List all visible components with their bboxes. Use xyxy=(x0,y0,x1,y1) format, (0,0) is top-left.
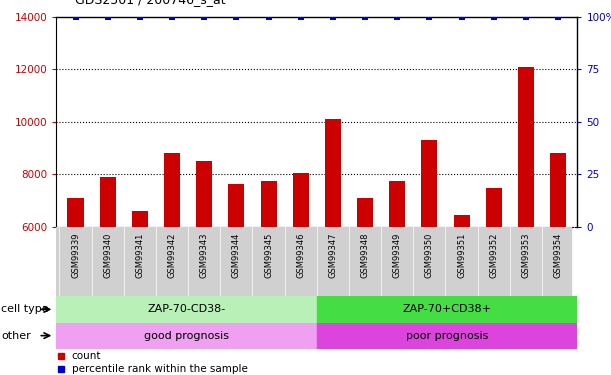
Text: GSM99345: GSM99345 xyxy=(264,232,273,278)
Text: GSM99350: GSM99350 xyxy=(425,232,434,278)
Bar xyxy=(325,119,341,227)
Bar xyxy=(67,198,84,227)
Text: GSM99340: GSM99340 xyxy=(103,232,112,278)
Text: cell type: cell type xyxy=(1,304,49,314)
Text: GSM99344: GSM99344 xyxy=(232,232,241,278)
Bar xyxy=(316,296,577,322)
Text: GSM99352: GSM99352 xyxy=(489,232,498,278)
Text: good prognosis: good prognosis xyxy=(144,331,229,340)
Text: GSM99351: GSM99351 xyxy=(457,232,466,278)
Text: GSM99353: GSM99353 xyxy=(521,232,530,278)
Text: GSM99347: GSM99347 xyxy=(328,232,337,278)
Text: ZAP-70-CD38-: ZAP-70-CD38- xyxy=(147,304,225,314)
Text: GSM99348: GSM99348 xyxy=(360,232,370,278)
Text: GSM99342: GSM99342 xyxy=(167,232,177,278)
Text: GSM99341: GSM99341 xyxy=(136,232,144,278)
Text: percentile rank within the sample: percentile rank within the sample xyxy=(72,364,247,374)
Bar xyxy=(357,198,373,227)
Bar xyxy=(56,322,316,349)
Bar xyxy=(196,161,212,227)
Bar xyxy=(486,188,502,227)
Bar xyxy=(229,184,244,227)
Text: poor prognosis: poor prognosis xyxy=(406,331,488,340)
Text: GSM99354: GSM99354 xyxy=(554,232,563,278)
Text: GDS2501 / 200746_s_at: GDS2501 / 200746_s_at xyxy=(75,0,225,6)
Bar xyxy=(518,67,534,227)
Text: ZAP-70+CD38+: ZAP-70+CD38+ xyxy=(403,304,492,314)
Bar xyxy=(316,322,577,349)
Bar xyxy=(293,173,309,227)
Text: count: count xyxy=(72,351,101,361)
Bar xyxy=(550,153,566,227)
Bar xyxy=(260,181,277,227)
Text: GSM99343: GSM99343 xyxy=(200,232,209,278)
Text: GSM99339: GSM99339 xyxy=(71,232,80,278)
Bar xyxy=(56,296,316,322)
Text: GSM99346: GSM99346 xyxy=(296,232,306,278)
Text: GSM99349: GSM99349 xyxy=(393,232,402,278)
Bar xyxy=(132,211,148,227)
Bar xyxy=(164,153,180,227)
Text: other: other xyxy=(1,331,31,340)
Bar xyxy=(100,177,115,227)
Bar xyxy=(422,140,437,227)
Bar xyxy=(453,215,470,227)
Bar xyxy=(389,181,405,227)
